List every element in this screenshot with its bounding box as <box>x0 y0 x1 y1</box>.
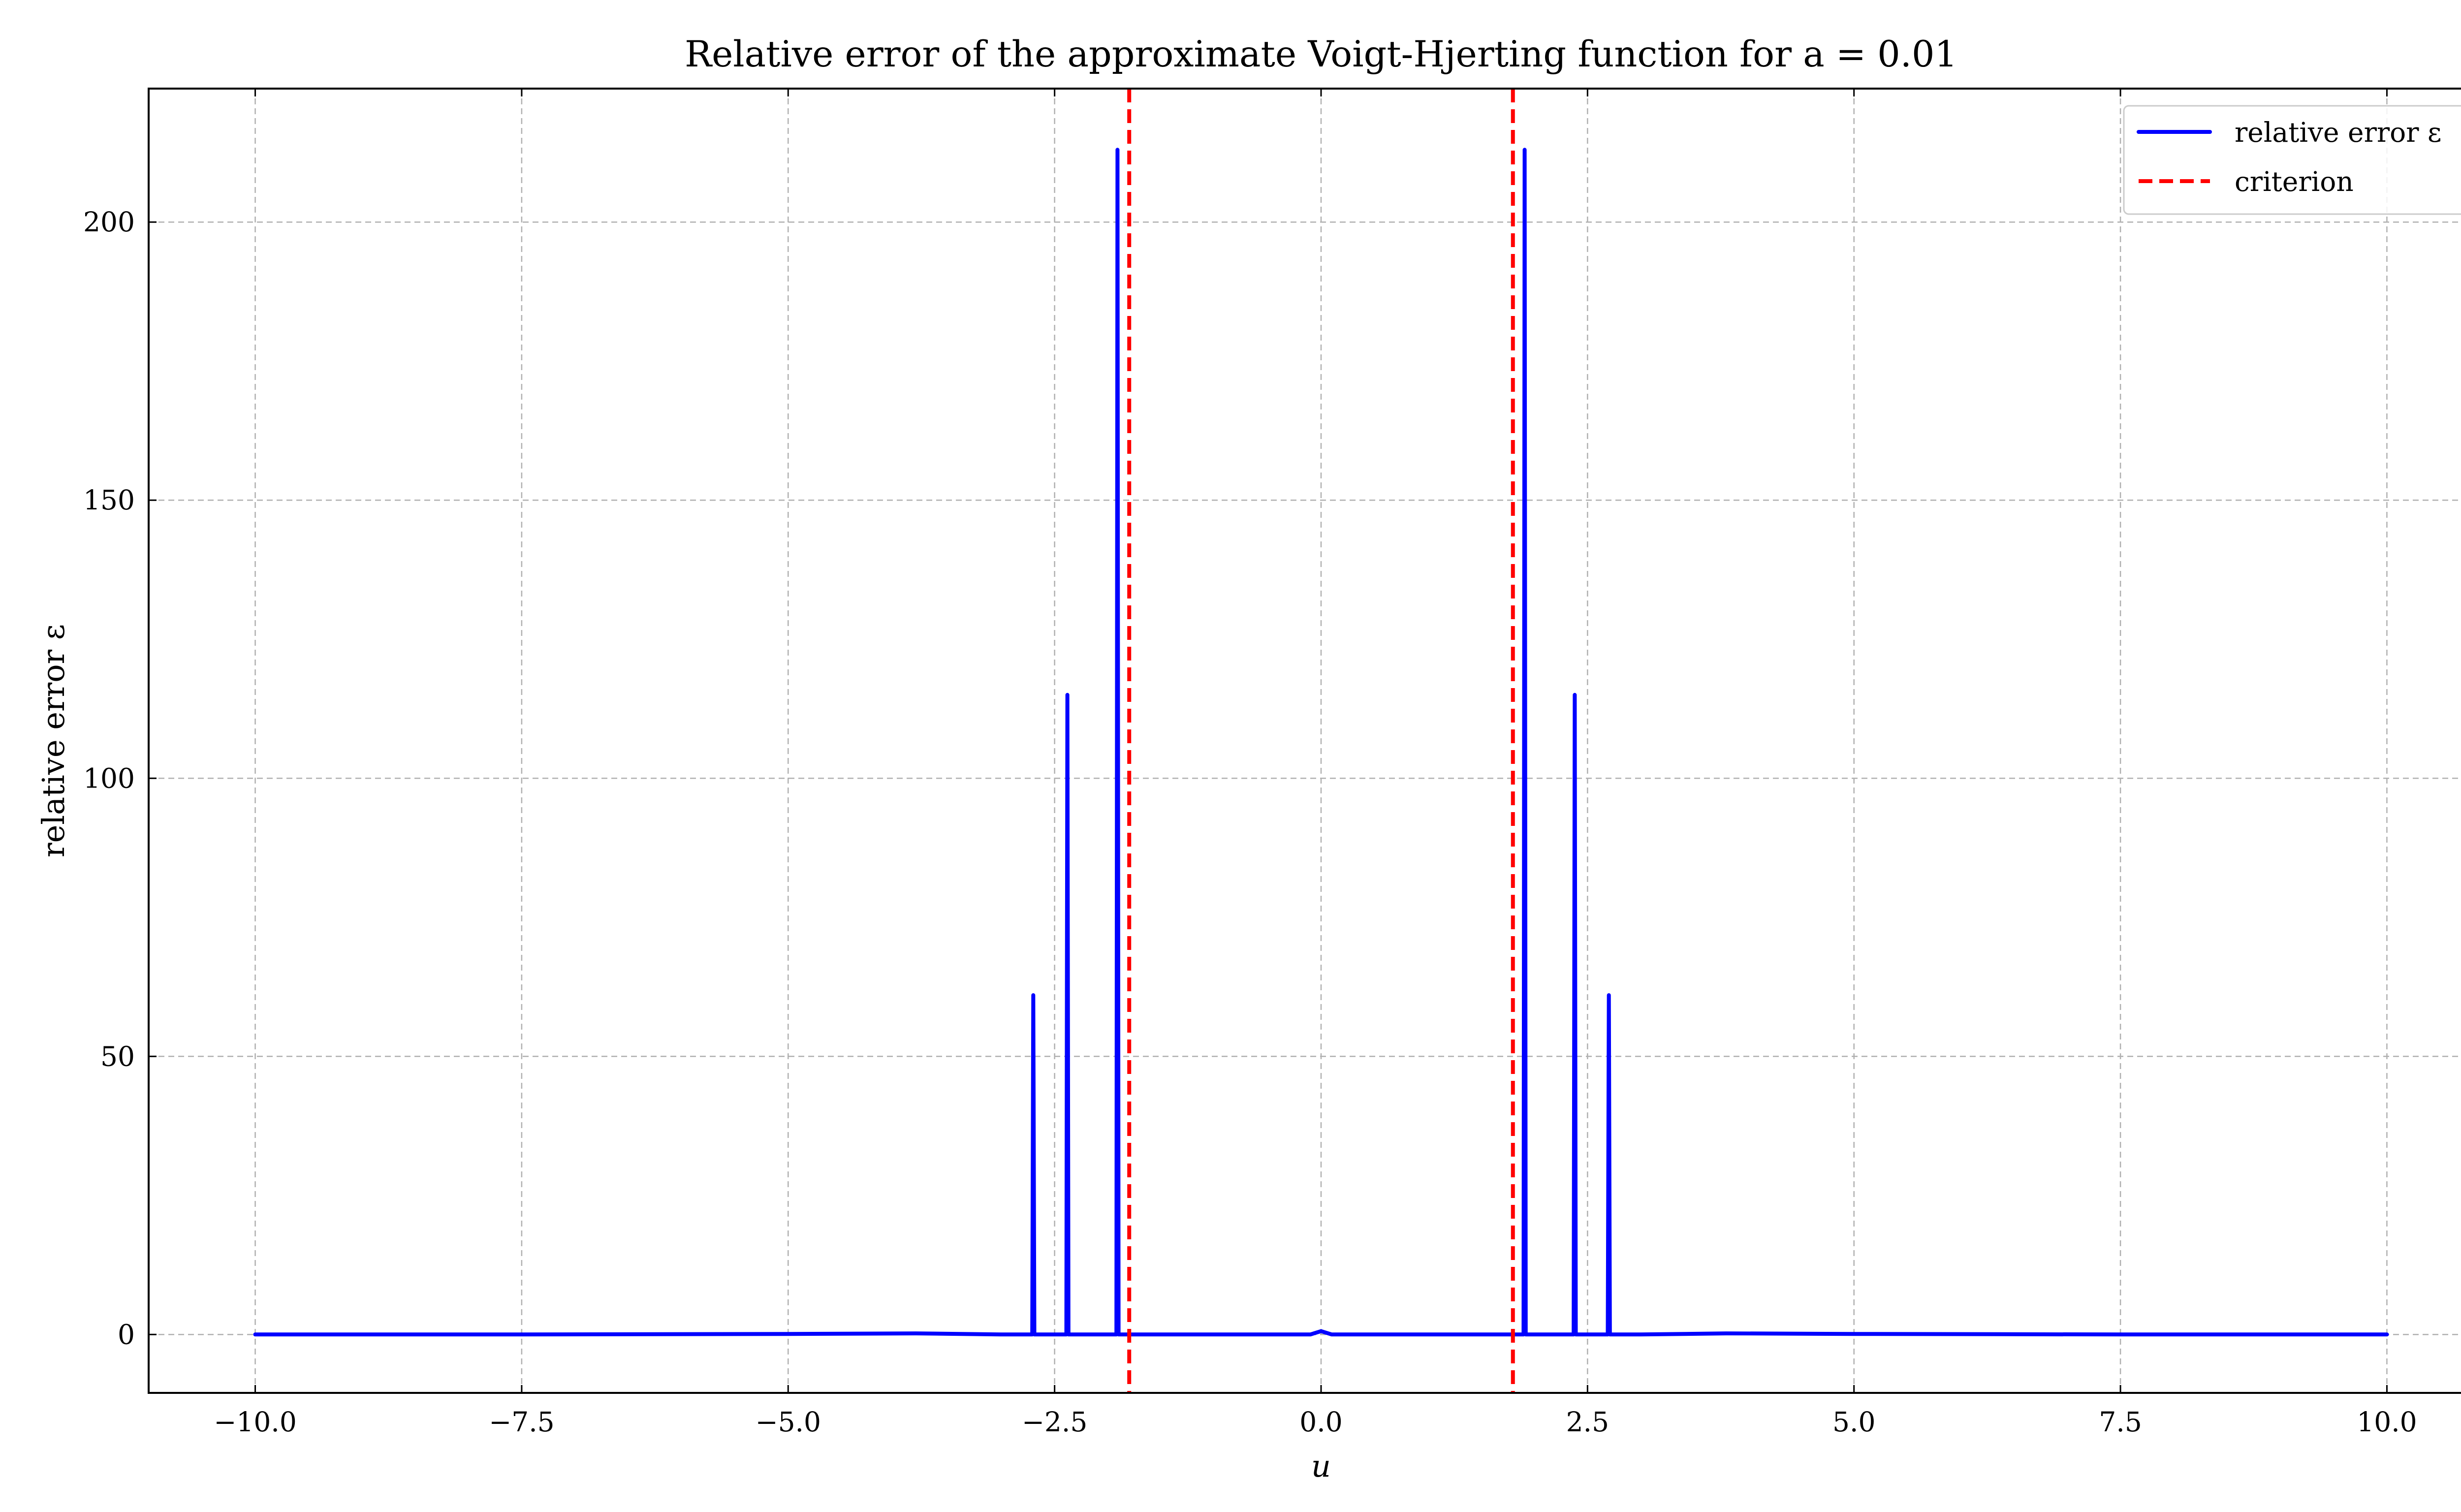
plot-frame <box>148 88 2461 1394</box>
tick-layer: −10.0 −7.5 −5.0 −2.5 0.0 2.5 5.0 7.5 10.0 0 50 100 1… <box>83 89 2417 1438</box>
x-tick-label: −2.5 <box>1022 1406 1088 1438</box>
legend: relative error ε criterion <box>2123 105 2461 215</box>
y-tick-label: 50 <box>100 1040 135 1072</box>
x-tick-label: −10.0 <box>214 1406 297 1438</box>
grid-layer <box>149 89 2461 1393</box>
x-tick-label: 2.5 <box>1566 1406 1609 1438</box>
y-tick-label: 100 <box>83 762 135 794</box>
x-tick-label: −5.0 <box>755 1406 821 1438</box>
y-tick-label: 150 <box>83 484 135 516</box>
series-line-relative-error <box>253 148 2389 1337</box>
x-tick-label: 10.0 <box>2357 1406 2417 1438</box>
series-layer <box>253 89 2389 1393</box>
x-tick-label: 5.0 <box>1832 1406 1875 1438</box>
y-tick-label: 200 <box>83 206 135 238</box>
x-tick-label: −7.5 <box>489 1406 555 1438</box>
y-tick-label: 0 <box>118 1319 135 1350</box>
x-tick-label: 0.0 <box>1299 1406 1342 1438</box>
y-axis-label: relative error ε <box>35 624 71 857</box>
x-tick-label: 7.5 <box>2099 1406 2142 1438</box>
chart-title: Relative error of the approximate Voigt-… <box>685 33 1957 75</box>
x-axis-label: u <box>1311 1448 1331 1484</box>
legend-label-relative-error: relative error ε <box>2235 117 2442 148</box>
legend-label-criterion: criterion <box>2235 166 2354 197</box>
